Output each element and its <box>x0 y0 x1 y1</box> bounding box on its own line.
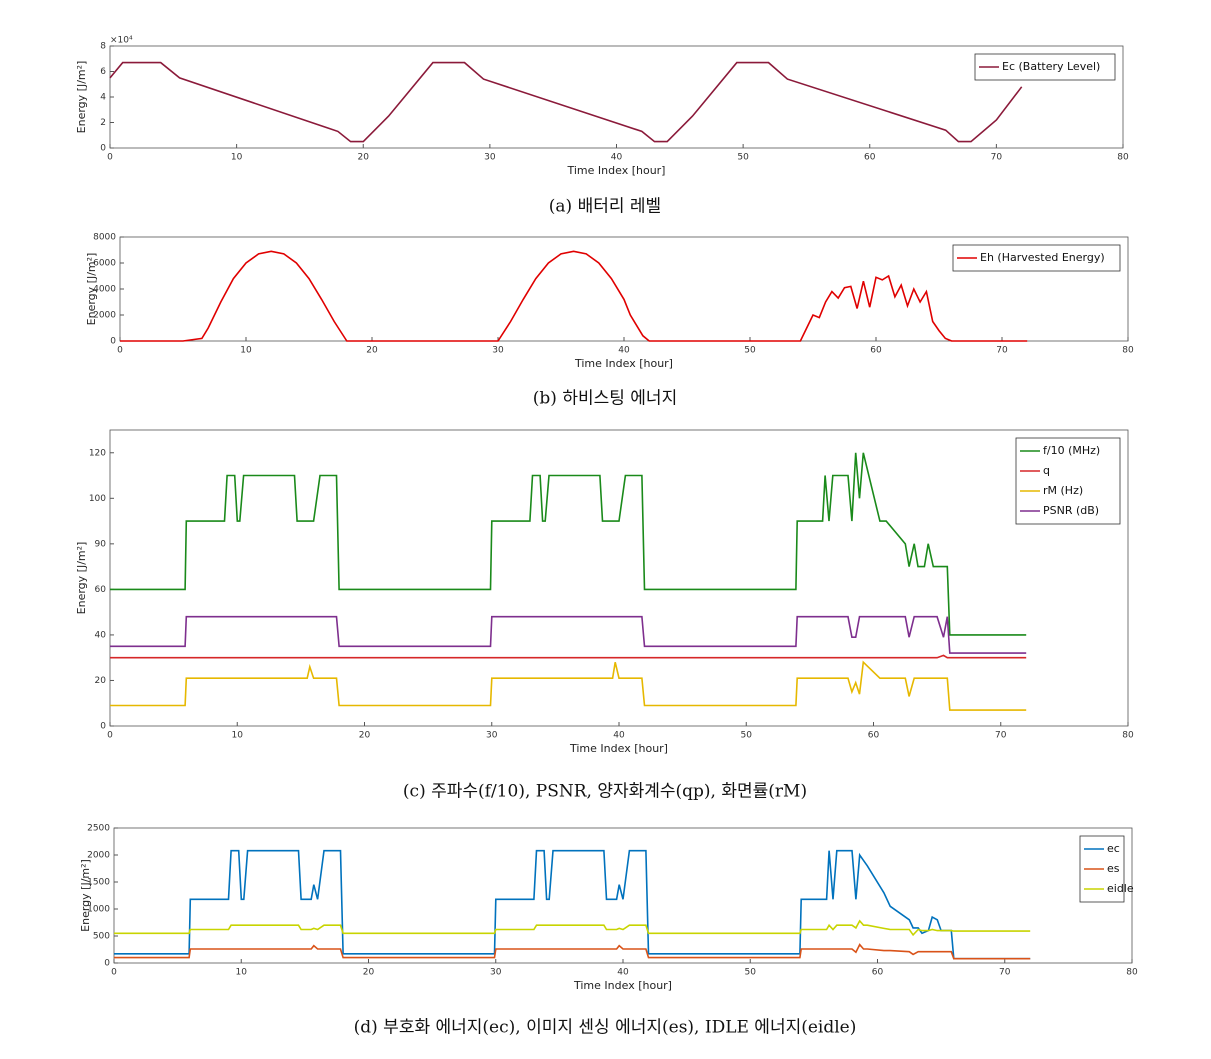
y-tick-label: 8000 <box>93 233 116 243</box>
series-line <box>110 452 1027 636</box>
y-axis-label: Energy [J/m²] <box>75 542 88 615</box>
x-tick-label: 60 <box>870 346 882 356</box>
plot-area <box>109 45 1124 149</box>
x-tick-label: 30 <box>490 968 502 978</box>
y-tick-label: 6000 <box>93 259 116 269</box>
y-axis-label: Energy [J/m²] <box>85 253 98 326</box>
y-tick-label: 0 <box>100 722 106 732</box>
y-tick-label: 4 <box>100 93 106 103</box>
y-tick-label: 0 <box>100 144 106 154</box>
y-tick-label: 60 <box>95 585 107 595</box>
x-axis-label: Time Index [hour] <box>574 357 673 370</box>
x-tick-label: 60 <box>864 153 876 163</box>
series-line <box>109 61 1023 143</box>
x-tick-label: 30 <box>492 346 504 356</box>
x-tick-label: 0 <box>117 346 123 356</box>
x-axis-label: Time Index [hour] <box>569 742 668 755</box>
y-tick-label: 40 <box>95 630 107 640</box>
plot-area <box>109 429 1129 727</box>
y-axis-label: Energy [J/m²] <box>75 61 88 134</box>
series-line <box>110 654 1027 659</box>
x-tick-label: 80 <box>1117 153 1129 163</box>
y-tick-label: 120 <box>89 448 106 458</box>
y-multiplier: ×10⁴ <box>110 36 133 46</box>
legend-box <box>952 244 1121 272</box>
y-tick-label: 2000 <box>87 851 110 861</box>
x-tick-label: 70 <box>995 731 1007 741</box>
caption: (a) 배터리 레벨 <box>549 197 661 217</box>
x-tick-label: 0 <box>107 153 113 163</box>
x-tick-label: 30 <box>484 153 496 163</box>
x-tick-label: 40 <box>611 153 623 163</box>
x-tick-label: 50 <box>737 153 749 163</box>
x-tick-label: 50 <box>744 346 756 356</box>
y-tick-label: 100 <box>89 494 106 504</box>
x-tick-label: 40 <box>617 968 629 978</box>
x-axis-label: Time Index [hour] <box>573 979 672 992</box>
y-tick-label: 90 <box>95 539 107 549</box>
legend-label: Ec (Battery Level) <box>1002 60 1100 73</box>
x-tick-label: 80 <box>1122 346 1134 356</box>
x-tick-label: 20 <box>359 731 371 741</box>
x-tick-label: 70 <box>991 153 1003 163</box>
legend-label: es <box>1107 862 1120 875</box>
x-tick-label: 60 <box>868 731 880 741</box>
y-tick-label: 1500 <box>87 878 110 888</box>
legend-label: ec <box>1107 842 1120 855</box>
x-tick-label: 40 <box>618 346 630 356</box>
y-tick-label: 0 <box>104 959 110 969</box>
y-tick-label: 2500 <box>87 824 110 834</box>
y-tick-label: 4000 <box>93 285 116 295</box>
x-tick-label: 60 <box>872 968 884 978</box>
x-tick-label: 20 <box>363 968 375 978</box>
series-line <box>114 849 1031 960</box>
y-tick-label: 0 <box>110 337 116 347</box>
y-tick-label: 8 <box>100 42 106 52</box>
y-tick-label: 20 <box>95 676 107 686</box>
x-tick-label: 30 <box>486 731 498 741</box>
legend-label: rM (Hz) <box>1043 484 1083 497</box>
x-tick-label: 50 <box>741 731 753 741</box>
x-tick-label: 10 <box>240 346 252 356</box>
legend-box <box>1015 437 1121 525</box>
x-tick-label: 80 <box>1126 968 1138 978</box>
y-tick-label: 500 <box>93 932 110 942</box>
caption: (c) 주파수(f/10), PSNR, 양자화계수(qp), 화면률(rM) <box>403 782 807 802</box>
series-line <box>110 660 1027 711</box>
y-tick-label: 2 <box>100 118 106 128</box>
series-line <box>120 250 1028 342</box>
legend-label: Eh (Harvested Energy) <box>980 251 1105 264</box>
legend-label: f/10 (MHz) <box>1043 444 1100 457</box>
x-tick-label: 50 <box>745 968 757 978</box>
caption: (d) 부호화 에너지(ec), 이미지 센싱 에너지(es), IDLE 에너… <box>354 1018 857 1038</box>
x-tick-label: 20 <box>366 346 378 356</box>
legend-label: eidle <box>1107 882 1134 895</box>
x-tick-label: 0 <box>111 968 117 978</box>
x-axis-label: Time Index [hour] <box>567 164 666 177</box>
series-line <box>114 943 1031 960</box>
x-tick-label: 10 <box>231 153 243 163</box>
legend-label: PSNR (dB) <box>1043 504 1099 517</box>
x-tick-label: 10 <box>236 968 248 978</box>
y-tick-label: 2000 <box>93 311 116 321</box>
x-tick-label: 70 <box>999 968 1011 978</box>
caption: (b) 하비스팅 에너지 <box>533 389 677 409</box>
x-tick-label: 20 <box>358 153 370 163</box>
x-tick-label: 40 <box>613 731 625 741</box>
x-tick-label: 70 <box>996 346 1008 356</box>
y-axis-label: Energy [J/m²] <box>79 859 92 932</box>
x-tick-label: 80 <box>1122 731 1134 741</box>
y-tick-label: 1000 <box>87 905 110 915</box>
y-tick-label: 6 <box>100 67 106 77</box>
series-line <box>114 919 1031 937</box>
x-tick-label: 0 <box>107 731 113 741</box>
series-line <box>110 615 1027 654</box>
legend-label: q <box>1043 464 1050 477</box>
x-tick-label: 10 <box>232 731 244 741</box>
